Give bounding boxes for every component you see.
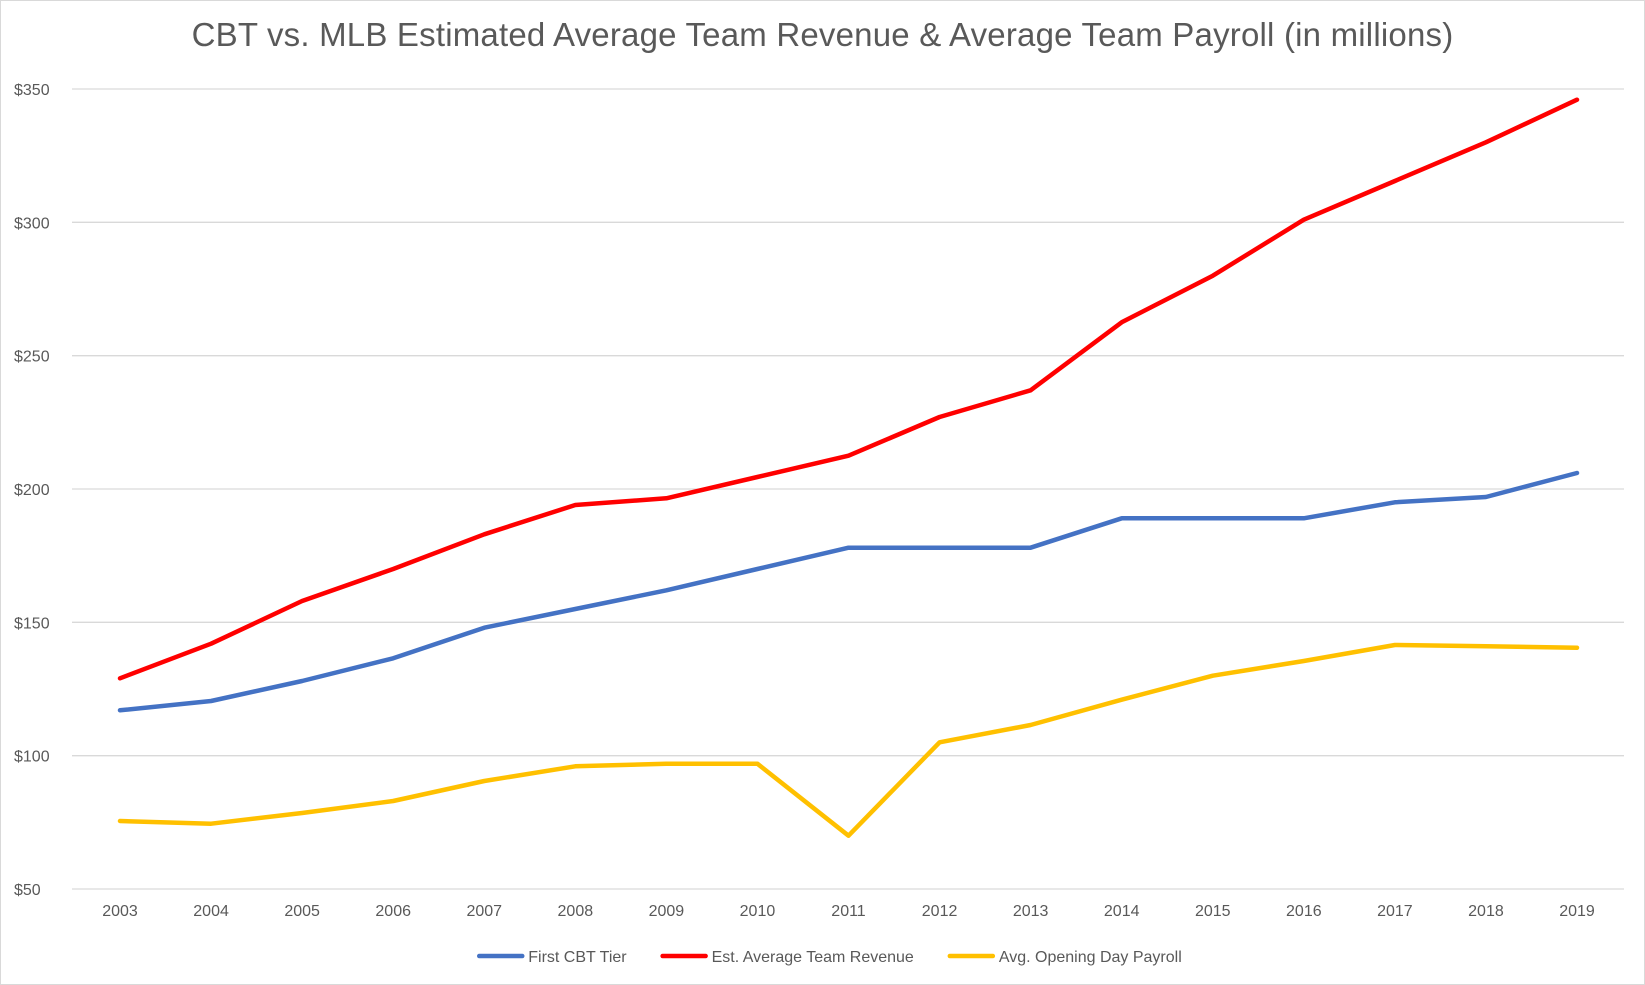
x-tick-label: 2007 bbox=[466, 903, 502, 920]
gridlines bbox=[72, 88, 1624, 890]
legend-label: Avg. Opening Day Payroll bbox=[999, 949, 1182, 966]
x-tick-label: 2003 bbox=[102, 903, 138, 920]
x-tick-label: 2008 bbox=[558, 903, 594, 920]
y-tick-label: $200 bbox=[14, 482, 50, 499]
y-tick-label: $150 bbox=[14, 615, 50, 632]
x-tick-label: 2014 bbox=[1104, 903, 1140, 920]
x-tick-label: 2013 bbox=[1013, 903, 1049, 920]
x-axis-ticks: 2003 2004 2005 2006 2007 2008 2009 2010 2011 2012… bbox=[102, 903, 1595, 920]
x-tick-label: 2010 bbox=[740, 903, 776, 920]
y-tick-label: $300 bbox=[14, 215, 50, 232]
x-tick-label: 2016 bbox=[1286, 903, 1322, 920]
x-tick-label: 2011 bbox=[831, 903, 866, 920]
x-tick-label: 2019 bbox=[1559, 903, 1595, 920]
x-tick-label: 2009 bbox=[649, 903, 685, 920]
x-tick-label: 2018 bbox=[1468, 903, 1504, 920]
x-tick-label: 2012 bbox=[922, 903, 958, 920]
chart-title: CBT vs. MLB Estimated Average Team Reven… bbox=[191, 16, 1454, 53]
y-tick-label: $250 bbox=[14, 349, 50, 366]
y-tick-label: $350 bbox=[14, 82, 50, 99]
x-tick-label: 2015 bbox=[1195, 903, 1231, 920]
legend-label: First CBT Tier bbox=[528, 949, 627, 966]
x-tick-label: 2005 bbox=[284, 903, 320, 920]
series-lines bbox=[117, 97, 1580, 838]
series-line-2 bbox=[117, 97, 1580, 681]
y-axis-ticks: $50 $100 $150 $200 $250 $300 $350 bbox=[14, 82, 50, 899]
y-tick-label: $50 bbox=[14, 882, 41, 899]
series-line-1 bbox=[117, 470, 1580, 713]
legend: First CBT Tier Est. Average Team Revenue A… bbox=[477, 949, 1182, 966]
legend-label: Est. Average Team Revenue bbox=[712, 949, 914, 966]
x-tick-label: 2006 bbox=[375, 903, 411, 920]
x-tick-label: 2004 bbox=[193, 903, 229, 920]
y-tick-label: $100 bbox=[14, 749, 50, 766]
series-line-3 bbox=[117, 642, 1580, 838]
x-tick-label: 2017 bbox=[1377, 903, 1413, 920]
